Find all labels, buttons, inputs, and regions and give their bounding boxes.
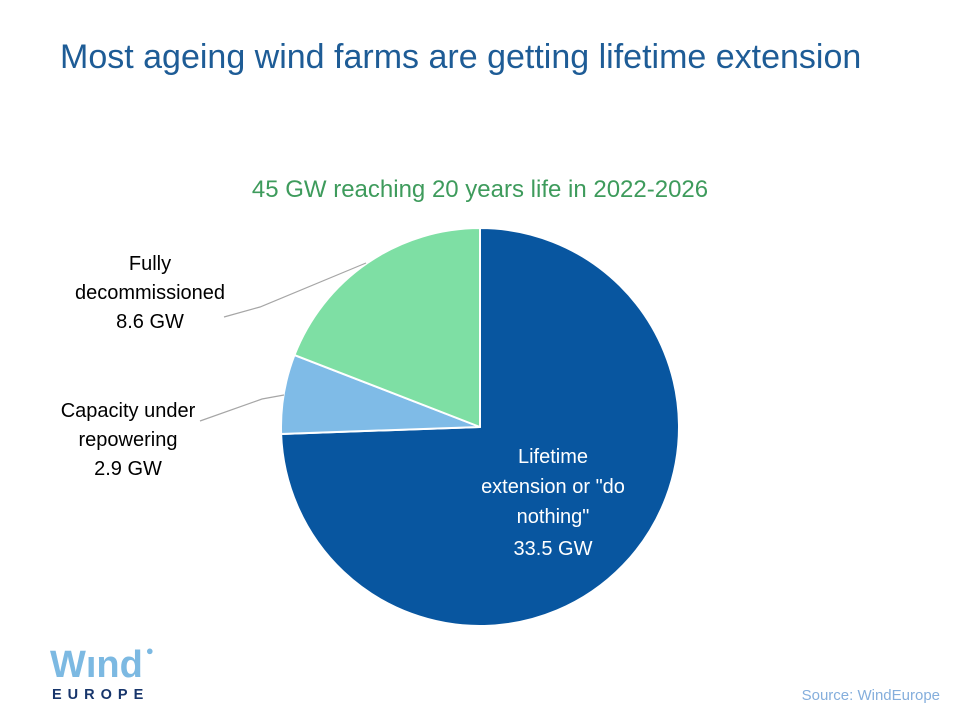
slice-value-text: 2.9 GW (94, 458, 162, 480)
slice-value-text: 8.6 GW (116, 311, 184, 333)
slice-value-text: 33.5 GW (513, 538, 593, 560)
logo-wordmark: Wınd (50, 644, 143, 686)
label-fully-decommissioned: Fully decommissioned 8.6 GW (65, 250, 235, 337)
label-lifetime-extension: Lifetime extension or "do nothing" 33.5 … (477, 442, 629, 564)
windeurope-logo: Wınd ● EUROPE (50, 644, 154, 703)
leader-line-capacity-repowering (199, 394, 285, 422)
chart-title: 45 GW reaching 20 years life in 2022-202… (251, 176, 709, 203)
pie-slices-group (280, 227, 680, 627)
pie-slice-2 (293, 227, 481, 428)
logo-dot-icon: ● (145, 643, 154, 658)
source-attribution: Source: WindEurope (801, 687, 940, 704)
slice-label-text: Fully decommissioned (74, 253, 226, 304)
slide-title: Most ageing wind farms are getting lifet… (60, 38, 862, 76)
leader-line-fully-decommissioned (223, 262, 367, 318)
logo-subtext: EUROPE (52, 687, 150, 703)
slice-label-text: Capacity under repowering (60, 400, 196, 451)
slice-label-text: Lifetime extension or "do nothing" (481, 446, 625, 528)
label-capacity-repowering: Capacity under repowering 2.9 GW (48, 397, 208, 484)
